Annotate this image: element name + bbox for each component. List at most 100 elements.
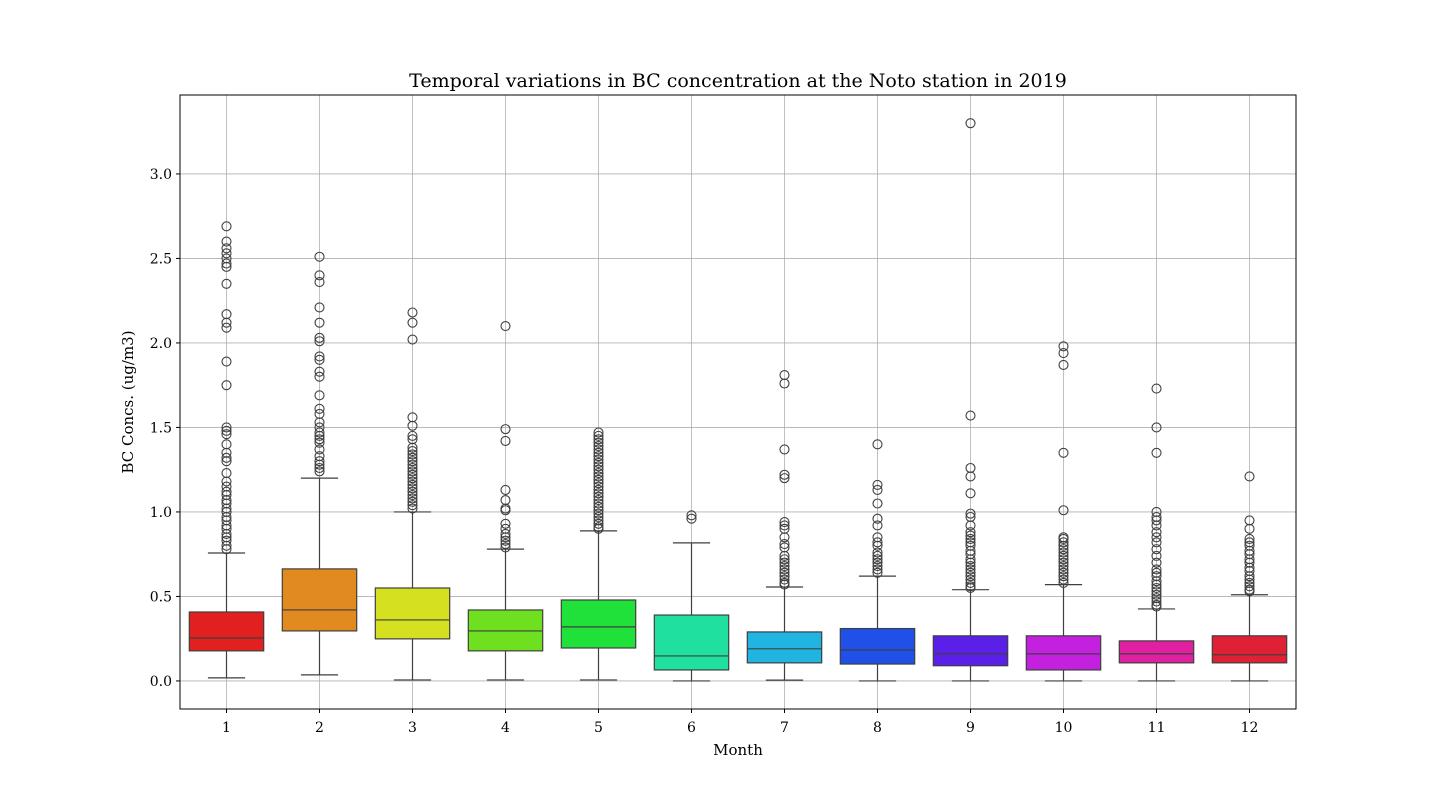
x-tick-label: 6 <box>687 720 696 736</box>
outlier-point <box>872 537 883 548</box>
outlier-point <box>407 446 418 457</box>
outlier-point <box>1058 557 1069 568</box>
box-month-12 <box>1211 471 1288 682</box>
outlier-point <box>314 437 325 448</box>
outlier-point <box>779 550 790 561</box>
box-iqr <box>374 587 451 640</box>
outlier-point <box>1244 523 1255 534</box>
outlier-point <box>407 476 418 487</box>
outlier-point <box>872 479 883 490</box>
outlier-point <box>872 547 883 558</box>
x-tick-label: 1 <box>222 720 231 736</box>
outlier-point <box>407 479 418 490</box>
outlier-point <box>314 251 325 262</box>
outlier-point <box>1244 581 1255 592</box>
outlier-point <box>965 118 976 129</box>
box-iqr <box>839 627 916 665</box>
outlier-point <box>593 461 604 472</box>
outlier-point <box>593 474 604 485</box>
outlier-point <box>1151 515 1162 526</box>
outlier-point <box>407 483 418 494</box>
outlier-point <box>1058 547 1069 558</box>
outlier-point <box>965 527 976 538</box>
outlier-point <box>1058 544 1069 555</box>
outlier-point <box>965 571 976 582</box>
outlier-point <box>1151 520 1162 531</box>
outlier-point <box>593 518 604 529</box>
outlier-point <box>314 354 325 365</box>
outlier-point <box>1058 571 1069 582</box>
outlier-point <box>1151 544 1162 555</box>
outlier-point <box>407 462 418 474</box>
outlier-point <box>1058 505 1069 516</box>
boxes <box>188 118 1288 682</box>
outlier-point <box>965 554 976 565</box>
outlier-point <box>314 371 325 382</box>
y-axis: 0.0 0.5 1.0 1.5 2.0 2.5 3.0 <box>150 167 180 690</box>
y-tick-label: 1.5 <box>150 420 172 436</box>
box-month-10 <box>1025 341 1102 682</box>
outlier-point <box>593 471 604 482</box>
outlier-point <box>1244 586 1255 597</box>
outlier-point <box>965 508 976 519</box>
outlier-point <box>872 557 883 568</box>
outlier-point <box>965 564 976 575</box>
outlier-point <box>1058 359 1069 370</box>
outlier-point <box>314 277 325 288</box>
outlier-point <box>500 320 511 332</box>
outlier-point <box>779 378 790 389</box>
outlier-point <box>1151 586 1162 597</box>
x-tick-label: 10 <box>1055 720 1073 736</box>
x-tick-label: 7 <box>780 720 789 736</box>
outlier-point <box>314 444 325 455</box>
outlier-point <box>1151 589 1162 600</box>
y-tick-label: 0.0 <box>150 674 172 690</box>
box-iqr <box>932 635 1009 667</box>
outlier-point <box>593 451 604 462</box>
y-tick-label: 1.0 <box>150 505 172 521</box>
outlier-point <box>779 517 790 528</box>
outlier-point <box>1151 550 1162 561</box>
outlier-point <box>314 430 325 441</box>
outlier-point <box>221 322 232 333</box>
box-iqr <box>188 611 265 652</box>
outlier-point <box>221 248 232 259</box>
outlier-point <box>965 471 976 482</box>
outlier-point <box>314 417 325 428</box>
outlier-point <box>314 302 325 313</box>
outlier-point <box>593 495 604 506</box>
x-tick-label: 5 <box>594 720 603 736</box>
outlier-point <box>872 550 883 561</box>
y-tick-label: 3.0 <box>150 167 172 183</box>
chart-title: Temporal variations in BC concentration … <box>409 70 1067 92</box>
outlier-point <box>872 439 883 450</box>
outlier-point <box>593 523 604 534</box>
outlier-point <box>593 511 604 523</box>
outlier-point <box>779 554 790 565</box>
outlier-point <box>1058 550 1069 561</box>
outlier-point <box>500 535 511 546</box>
outlier-point <box>1151 527 1162 538</box>
outlier-point <box>314 270 325 281</box>
outlier-point <box>593 505 604 516</box>
outlier-point <box>779 557 790 568</box>
outlier-point <box>593 478 604 489</box>
outlier-point <box>314 351 325 362</box>
outlier-point <box>1151 596 1162 607</box>
outlier-point <box>1058 574 1069 585</box>
outlier-point <box>965 577 976 588</box>
outlier-point <box>593 444 604 455</box>
outlier-point <box>500 532 511 543</box>
box-month-7 <box>746 369 823 681</box>
outlier-point <box>407 473 418 484</box>
outlier-point <box>407 459 418 470</box>
outlier-point <box>593 484 604 496</box>
outlier-point <box>221 540 232 551</box>
outlier-point <box>1244 574 1255 585</box>
outlier-point <box>1244 571 1255 582</box>
outlier-point <box>314 459 325 470</box>
outlier-point <box>1151 447 1162 458</box>
outlier-point <box>314 456 325 467</box>
outlier-point <box>407 486 418 497</box>
